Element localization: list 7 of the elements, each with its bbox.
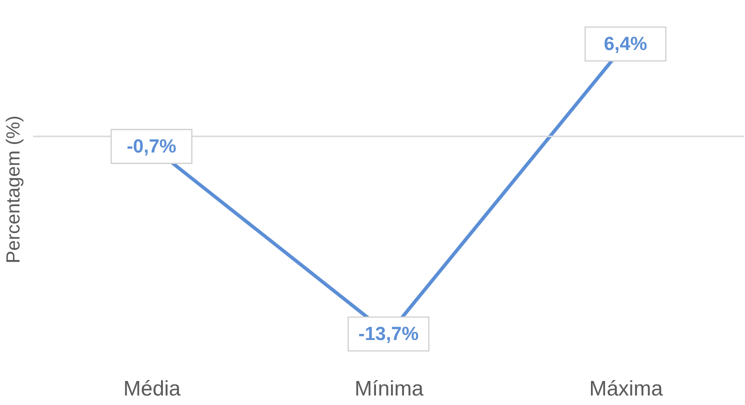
x-tick-label: Máxima <box>589 378 664 400</box>
x-tick-label: Média <box>123 378 181 400</box>
data-label: -13,7% <box>358 324 419 345</box>
x-tick-label: Mínima <box>354 378 424 400</box>
data-label: 6,4% <box>604 34 648 55</box>
y-axis-title: Percentagem (%) <box>4 116 24 264</box>
data-label: -0,7% <box>126 136 176 158</box>
